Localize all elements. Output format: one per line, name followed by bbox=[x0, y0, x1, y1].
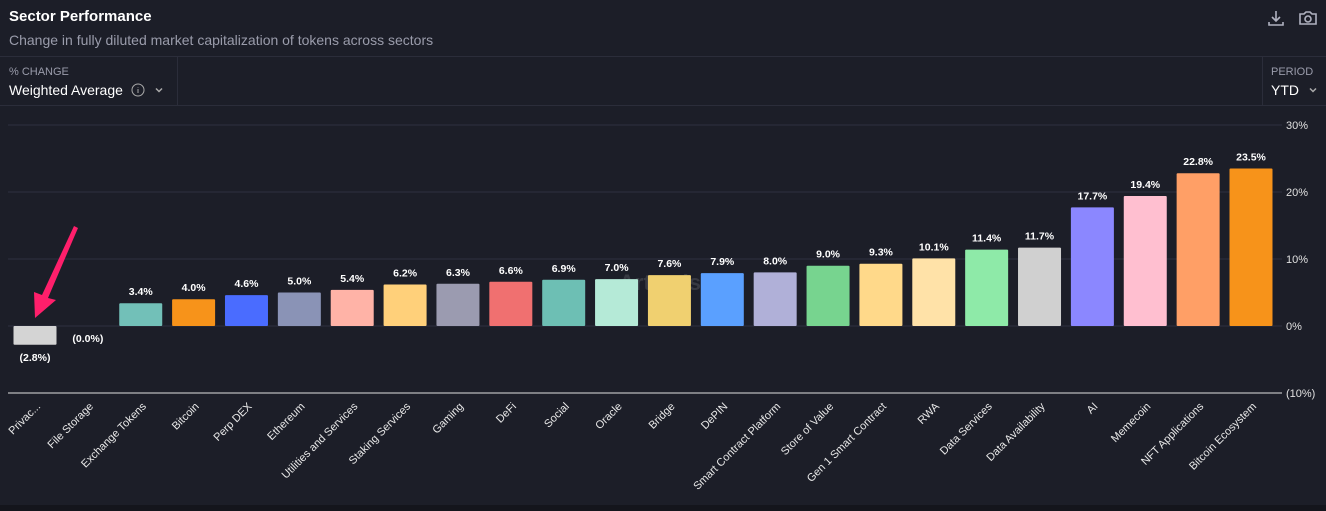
chart-title: Sector Performance bbox=[9, 8, 152, 25]
period-value: YTD bbox=[1271, 82, 1299, 98]
data-label: (2.8%) bbox=[20, 352, 51, 364]
change-value: Weighted Average bbox=[9, 82, 123, 98]
data-label: 9.0% bbox=[816, 249, 841, 261]
x-tick-label: AI bbox=[1085, 401, 1101, 417]
bar bbox=[912, 258, 956, 326]
data-label: 6.2% bbox=[393, 267, 418, 279]
y-tick-label: 20% bbox=[1286, 187, 1308, 199]
data-label: 5.0% bbox=[287, 276, 312, 288]
data-label: 7.6% bbox=[657, 258, 682, 270]
data-label: 6.3% bbox=[446, 267, 471, 279]
camera-icon[interactable] bbox=[1298, 8, 1318, 28]
x-tick-label: Ethereum bbox=[265, 401, 307, 443]
data-label: 19.4% bbox=[1130, 179, 1160, 191]
y-tick-label: (10%) bbox=[1286, 388, 1315, 400]
x-tick-label: DePIN bbox=[699, 401, 730, 432]
bar bbox=[224, 295, 268, 326]
x-tick-label: Smart Contract Platform bbox=[691, 401, 783, 493]
data-label: 4.6% bbox=[235, 278, 260, 290]
y-tick-label: 10% bbox=[1286, 254, 1308, 266]
x-tick-label: DeFi bbox=[494, 401, 519, 426]
bar bbox=[1123, 196, 1167, 326]
bar bbox=[119, 303, 163, 326]
chart-subtitle: Change in fully diluted market capitaliz… bbox=[9, 32, 434, 48]
bar bbox=[13, 326, 57, 345]
data-label: 11.4% bbox=[972, 233, 1002, 245]
data-label: 22.8% bbox=[1183, 156, 1213, 168]
bar bbox=[277, 292, 321, 326]
data-label: 10.1% bbox=[919, 241, 949, 253]
data-label: 11.7% bbox=[1025, 231, 1055, 243]
arrow-annotation bbox=[34, 226, 78, 318]
bar bbox=[965, 249, 1009, 326]
x-tick-label: Bitcoin bbox=[170, 401, 202, 433]
data-label: 23.5% bbox=[1236, 152, 1266, 164]
download-icon[interactable] bbox=[1266, 8, 1286, 28]
bar bbox=[172, 299, 216, 326]
bar bbox=[595, 279, 639, 326]
bar bbox=[436, 283, 480, 326]
bar bbox=[383, 284, 427, 326]
x-tick-label: RWA bbox=[916, 400, 943, 427]
x-tick-label: Perp DEX bbox=[212, 400, 256, 444]
x-tick-label: File Storage bbox=[46, 401, 96, 451]
data-label: 6.9% bbox=[552, 263, 577, 275]
x-tick-label: Memecoin bbox=[1109, 401, 1153, 445]
bar bbox=[1018, 247, 1062, 326]
x-tick-label: Data Services bbox=[938, 400, 995, 457]
data-label: 3.4% bbox=[129, 286, 154, 298]
data-label: 5.4% bbox=[340, 273, 365, 285]
x-tick-label: Oracle bbox=[593, 401, 624, 432]
bar bbox=[1176, 173, 1220, 326]
chevron-down-icon bbox=[1309, 87, 1317, 93]
info-icon[interactable] bbox=[131, 83, 145, 97]
y-tick-label: 0% bbox=[1286, 321, 1302, 333]
data-label: 17.7% bbox=[1078, 190, 1108, 202]
chevron-down-icon bbox=[155, 87, 163, 93]
bar bbox=[330, 289, 374, 326]
bar bbox=[753, 272, 797, 326]
x-tick-label: Bridge bbox=[647, 401, 678, 432]
bar bbox=[700, 273, 744, 326]
x-tick-label: Gaming bbox=[430, 401, 466, 437]
bar bbox=[1229, 168, 1273, 326]
data-label: (0.0%) bbox=[72, 333, 103, 345]
change-label: % CHANGE bbox=[9, 66, 69, 78]
x-tick-label: Store of Value bbox=[779, 401, 836, 458]
data-label: 6.6% bbox=[499, 265, 524, 277]
x-tick-label: Social bbox=[542, 401, 572, 431]
period-label: PERIOD bbox=[1271, 66, 1314, 78]
data-label: 4.0% bbox=[182, 282, 207, 294]
bar bbox=[1070, 207, 1114, 326]
data-label: 9.3% bbox=[869, 247, 894, 259]
data-label: 7.0% bbox=[605, 262, 630, 274]
x-tick-label: Privac... bbox=[7, 401, 44, 438]
period-selector[interactable]: PERIOD YTD bbox=[1262, 57, 1326, 105]
y-tick-label: 30% bbox=[1286, 120, 1308, 132]
bar bbox=[647, 275, 691, 326]
data-label: 8.0% bbox=[763, 255, 788, 267]
bar bbox=[542, 279, 586, 326]
change-selector[interactable]: % CHANGE Weighted Average bbox=[9, 57, 178, 105]
bar-chart: 30%20%10%0%(10%)Artemis(2.8%)Privac...(0… bbox=[7, 120, 1316, 493]
bar bbox=[859, 263, 903, 326]
bar bbox=[489, 281, 533, 326]
bar bbox=[806, 265, 850, 326]
data-label: 7.9% bbox=[710, 256, 735, 268]
